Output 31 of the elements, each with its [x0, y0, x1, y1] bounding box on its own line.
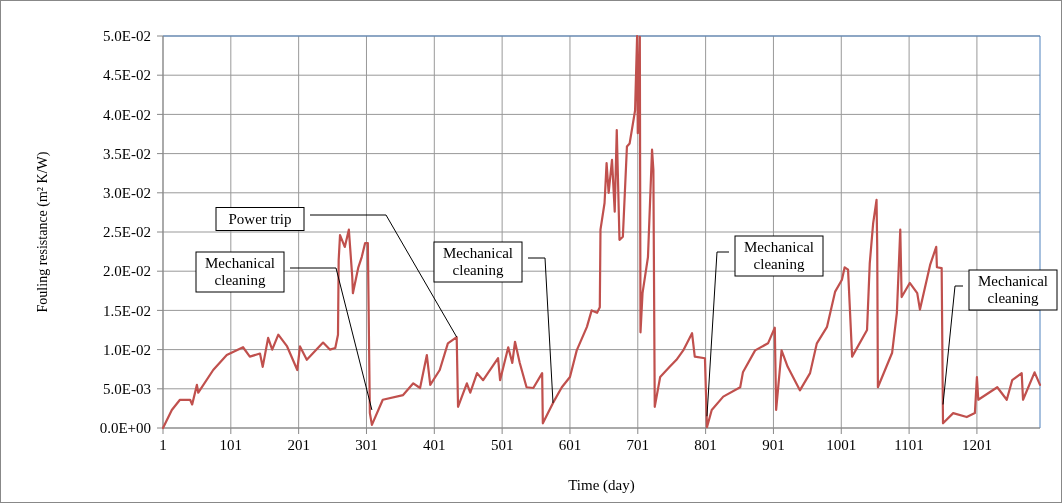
y-tick-label: 4.0E-02	[103, 106, 151, 123]
y-tick-label: 3.5E-02	[103, 145, 151, 162]
x-axis-title: Time (day)	[568, 477, 635, 494]
y-tick-label: 2.0E-02	[103, 263, 151, 280]
y-tick-label: 1.0E-02	[103, 341, 151, 358]
x-tick-label: 501	[490, 437, 514, 453]
annotation: Mechanical cleaning	[443, 245, 513, 278]
x-tick-label: 901	[762, 437, 785, 453]
y-tick-label: 0.0E+00	[99, 420, 151, 437]
annotation: Mechanical cleaning	[744, 239, 814, 272]
x-tick-label: 401	[423, 437, 446, 453]
x-tick-label: 101	[219, 437, 243, 453]
annotation: Mechanical cleaning	[978, 273, 1048, 306]
x-tick-label: 1001	[826, 437, 857, 453]
x-tick-label: 701	[626, 437, 650, 453]
x-tick-label: 601	[558, 437, 582, 453]
y-axis-title: Fouling resistance (m² K/W)	[35, 151, 51, 313]
y-tick-label: 5.0E-02	[103, 28, 151, 45]
y-tick-label: 5.0E-03	[103, 381, 151, 398]
x-tick-label: 801	[694, 437, 717, 453]
x-tick-label: 301	[355, 437, 378, 453]
x-tick-label: 1201	[961, 437, 992, 453]
annotation: Mechanical cleaning	[205, 255, 275, 288]
x-tick-label: 1101	[894, 437, 924, 453]
x-tick-label: 1	[159, 437, 167, 453]
y-tick-label: 3.0E-02	[103, 185, 151, 202]
y-tick-label: 1.5E-02	[103, 302, 151, 319]
annotation: Power trip	[228, 210, 292, 227]
y-tick-label: 4.5E-02	[103, 67, 151, 84]
y-tick-label: 2.5E-02	[103, 224, 151, 241]
x-tick-label: 201	[287, 437, 310, 453]
